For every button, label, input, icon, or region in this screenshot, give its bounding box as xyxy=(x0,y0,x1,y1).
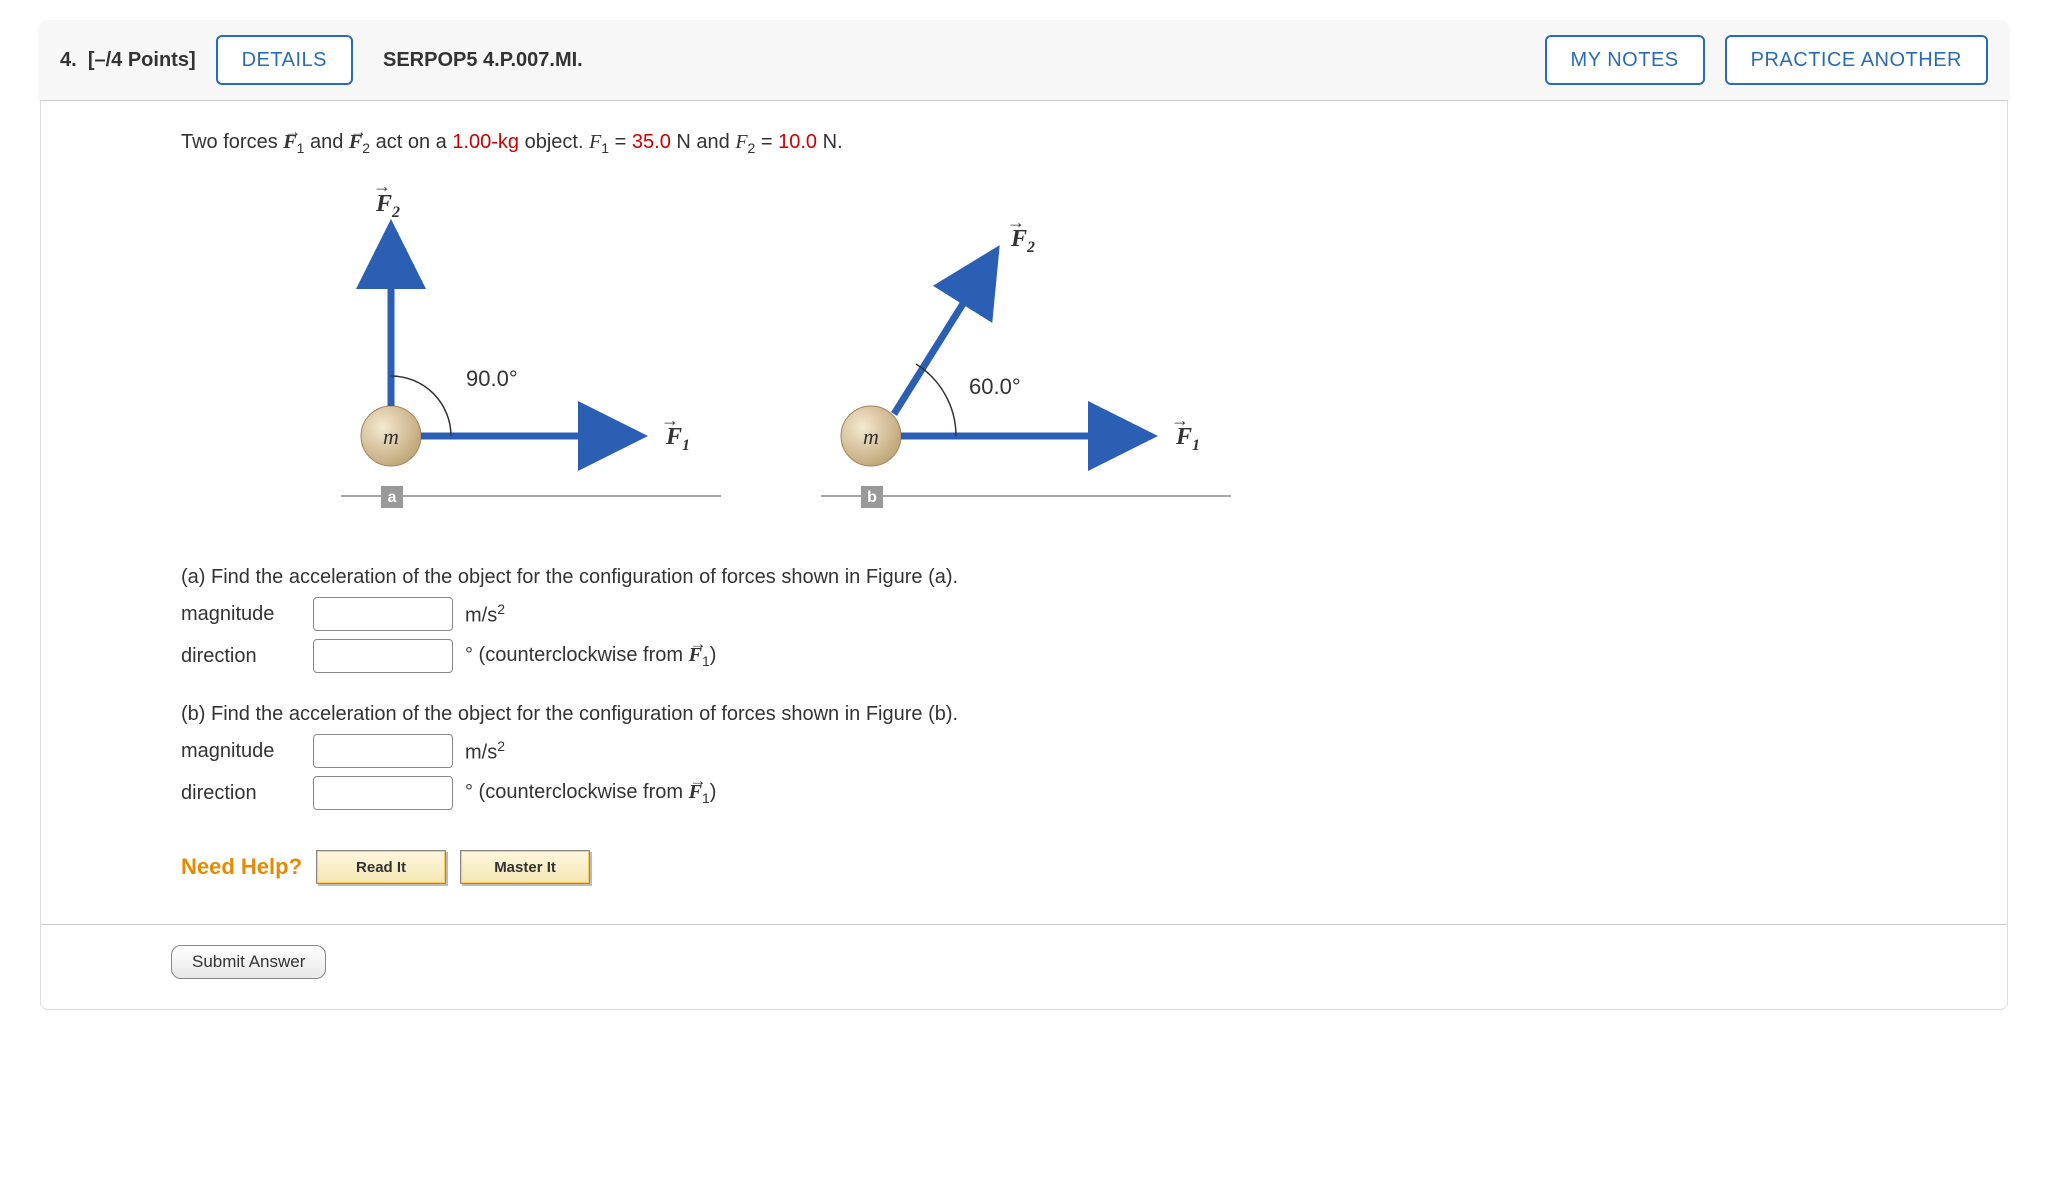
need-help-label: Need Help? xyxy=(181,854,302,880)
svg-text:b: b xyxy=(867,489,877,506)
master-it-button[interactable]: Master It xyxy=(460,850,590,884)
part-b-prompt: (b) Find the acceleration of the object … xyxy=(181,703,1887,726)
magnitude-input-a[interactable] xyxy=(313,597,453,631)
figure-a: m F1 → F2 → 90.0° a xyxy=(321,186,741,526)
svg-text:→: → xyxy=(1171,410,1189,430)
part-b: (b) Find the acceleration of the object … xyxy=(181,703,1887,810)
svg-text:m: m xyxy=(383,424,399,449)
magnitude-unit-b: m/s2 xyxy=(465,738,505,765)
practice-another-button[interactable]: PRACTICE ANOTHER xyxy=(1725,35,1988,85)
svg-text:90.0°: 90.0° xyxy=(466,366,518,391)
figure-b: m F1 → F2 → 60.0° b xyxy=(801,186,1251,526)
magnitude-label-b: magnitude xyxy=(181,740,301,763)
magnitude-label-a: magnitude xyxy=(181,603,301,626)
need-help-section: Need Help? Read It Master It xyxy=(181,850,1887,884)
svg-text:→: → xyxy=(661,410,679,430)
svg-text:60.0°: 60.0° xyxy=(969,374,1021,399)
svg-text:a: a xyxy=(388,489,397,506)
details-button[interactable]: DETAILS xyxy=(216,35,353,85)
question-code: SERPOP5 4.P.007.MI. xyxy=(383,49,583,72)
direction-input-a[interactable] xyxy=(313,639,453,673)
part-a: (a) Find the acceleration of the object … xyxy=(181,566,1887,673)
direction-label-a: direction xyxy=(181,645,301,668)
svg-text:→: → xyxy=(1007,212,1025,232)
svg-text:m: m xyxy=(863,424,879,449)
read-it-button[interactable]: Read It xyxy=(316,850,446,884)
submit-answer-button[interactable]: Submit Answer xyxy=(171,945,326,979)
question-number: 4. [–/4 Points] xyxy=(60,49,196,72)
my-notes-button[interactable]: MY NOTES xyxy=(1545,35,1705,85)
question-body: Two forces →F1 and →F2 act on a 1.00-kg … xyxy=(40,101,2008,1010)
problem-statement: Two forces →F1 and →F2 act on a 1.00-kg … xyxy=(181,131,1887,156)
direction-label-b: direction xyxy=(181,782,301,805)
magnitude-unit-a: m/s2 xyxy=(465,601,505,628)
divider xyxy=(41,924,2007,925)
magnitude-input-b[interactable] xyxy=(313,734,453,768)
question-header: 4. [–/4 Points] DETAILS SERPOP5 4.P.007.… xyxy=(40,20,2008,101)
direction-input-b[interactable] xyxy=(313,776,453,810)
svg-text:→: → xyxy=(373,186,391,196)
direction-unit-a: ° (counterclockwise from →F1) xyxy=(465,644,716,669)
direction-unit-b: ° (counterclockwise from →F1) xyxy=(465,781,716,806)
part-a-prompt: (a) Find the acceleration of the object … xyxy=(181,566,1887,589)
